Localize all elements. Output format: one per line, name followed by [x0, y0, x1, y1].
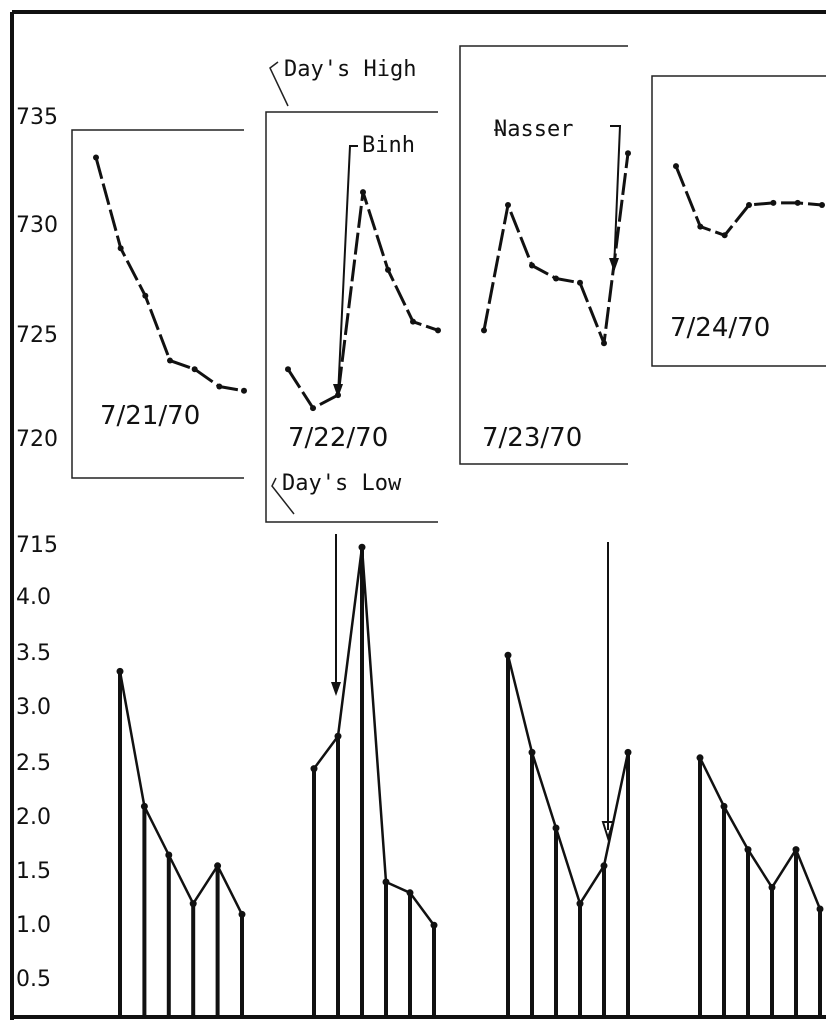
panel-box-7-24	[651, 75, 826, 367]
price-point	[819, 202, 825, 209]
volume-point	[189, 900, 197, 908]
panel-label-7-22: 7/22/70	[288, 423, 388, 453]
price-point	[310, 405, 316, 412]
price-line-2	[286, 190, 439, 410]
volume-connector-2	[312, 545, 436, 926]
price-point	[117, 245, 124, 252]
volume-point	[720, 802, 728, 810]
y-tick-3.0: 3.0	[16, 695, 51, 720]
price-point	[241, 387, 247, 394]
price-point	[697, 223, 704, 230]
y-tick-715: 715	[16, 533, 58, 558]
volume-point	[504, 651, 512, 659]
y-tick-720: 720	[16, 427, 58, 452]
day-high-label: Day's High	[284, 57, 416, 82]
y-tick-0.5: 0.5	[16, 967, 51, 992]
price-point	[216, 383, 223, 390]
price-point	[410, 318, 416, 325]
day-low-label: Day's Low	[282, 471, 402, 496]
y-tick-1.0: 1.0	[16, 913, 51, 938]
volume-point	[310, 765, 318, 773]
y-tick-3.5: 3.5	[16, 641, 51, 666]
price-point	[721, 232, 728, 239]
volume-point	[165, 851, 173, 859]
price-point	[481, 327, 487, 334]
binh-label: Binh	[362, 133, 415, 158]
panel-box-7-23	[459, 45, 628, 465]
volume-point	[816, 905, 824, 913]
price-point	[601, 340, 607, 347]
price-point	[142, 292, 149, 299]
nasser-callout: Nasser	[494, 117, 622, 842]
panel-label-7-21: 7/21/70	[100, 401, 200, 431]
day-low-callout: Day's Low	[271, 471, 402, 515]
price-lines	[93, 150, 825, 412]
y-tick-2.5: 2.5	[16, 751, 51, 776]
binh-callout: Binh	[331, 133, 415, 696]
volume-point	[768, 883, 776, 891]
panel-label-7-23: 7/23/70	[482, 423, 582, 453]
volume-point	[430, 921, 438, 929]
volume-point	[358, 543, 366, 551]
volume-point	[140, 802, 148, 810]
volume-point	[238, 910, 246, 918]
price-point	[625, 150, 631, 157]
y-tick-730: 730	[16, 213, 58, 238]
price-point	[93, 154, 99, 161]
volume-bars	[116, 543, 824, 1017]
panel-box-7-22	[265, 111, 438, 523]
price-point	[553, 275, 559, 282]
price-point	[505, 202, 511, 209]
volume-point	[528, 748, 536, 756]
y-tick-735: 735	[16, 105, 58, 130]
volume-point	[600, 862, 608, 870]
volume-point	[576, 900, 584, 908]
price-point	[794, 199, 801, 206]
price-point	[191, 366, 198, 373]
price-point	[577, 279, 583, 286]
y-tick-1.5: 1.5	[16, 859, 51, 884]
y-tick-2.0: 2.0	[16, 805, 51, 830]
volume-connector-4	[698, 757, 822, 910]
price-line-1	[94, 157, 245, 393]
panel-label-7-24: 7/24/70	[670, 313, 770, 343]
panel-box-7-21	[71, 129, 244, 479]
volume-point	[624, 748, 632, 756]
y-tick-725: 725	[16, 323, 58, 348]
volume-point	[792, 846, 800, 854]
volume-point	[382, 878, 390, 886]
price-point	[435, 327, 441, 334]
volume-point	[406, 889, 414, 897]
day-high-callout: Day's High	[269, 57, 416, 107]
volume-point	[214, 862, 222, 870]
price-line-3	[482, 153, 630, 345]
price-point	[746, 202, 752, 209]
volume-point	[116, 667, 124, 675]
nasser-label: Nasser	[494, 117, 573, 142]
price-point	[673, 163, 679, 170]
price-point	[285, 366, 291, 373]
price-point	[335, 392, 341, 399]
price-point	[385, 266, 391, 273]
y-tick-4.0: 4.0	[16, 585, 51, 610]
price-point	[529, 262, 535, 269]
price-point	[360, 189, 366, 196]
volume-connector-3	[506, 654, 630, 905]
price-point	[167, 357, 173, 364]
volume-point	[552, 824, 560, 832]
volume-connector-1	[118, 671, 244, 915]
volume-point	[696, 754, 704, 762]
price-point	[770, 199, 777, 206]
volume-point	[334, 732, 342, 740]
volume-point	[744, 846, 752, 854]
